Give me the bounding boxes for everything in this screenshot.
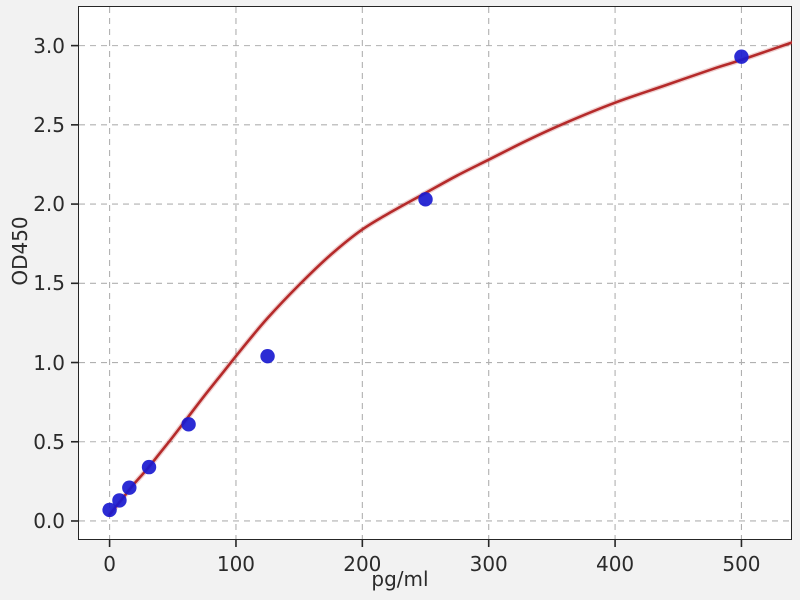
y-tick-label: 2.5 bbox=[33, 112, 65, 137]
x-tick-label: 200 bbox=[343, 552, 382, 576]
fitted-curve-halo bbox=[106, 39, 792, 518]
plot-area bbox=[78, 6, 792, 540]
y-tick-label: 1.5 bbox=[33, 271, 65, 296]
data-point-marker bbox=[181, 417, 196, 432]
x-tick-label: 400 bbox=[595, 552, 635, 576]
y-tick-label: 1.0 bbox=[33, 350, 65, 375]
data-point-marker bbox=[122, 480, 137, 495]
data-points-group bbox=[102, 49, 749, 518]
data-point-marker bbox=[418, 192, 433, 207]
data-point-marker bbox=[141, 459, 157, 475]
x-axis-title: pg/ml bbox=[371, 567, 429, 591]
tick-marks-group bbox=[71, 44, 743, 547]
x-tick-label: 100 bbox=[216, 552, 256, 576]
y-tick-label: 0.0 bbox=[33, 508, 65, 533]
x-tick-label: 300 bbox=[469, 552, 508, 576]
data-point-marker bbox=[112, 493, 127, 508]
x-tick-label: 0 bbox=[103, 552, 116, 576]
fitted-curve-path bbox=[108, 41, 792, 516]
y-axis-title: OD450 bbox=[8, 216, 32, 286]
x-tick-label: 500 bbox=[722, 552, 761, 576]
data-point-marker bbox=[260, 348, 275, 364]
y-tick-label: 3.0 bbox=[33, 33, 65, 58]
y-tick-label: 0.5 bbox=[33, 429, 65, 454]
fitted-curve-group bbox=[106, 39, 792, 518]
gridlines-group bbox=[79, 7, 791, 539]
data-point-marker bbox=[734, 49, 749, 64]
data-point-marker bbox=[102, 502, 117, 518]
y-tick-label: 2.0 bbox=[33, 192, 65, 217]
